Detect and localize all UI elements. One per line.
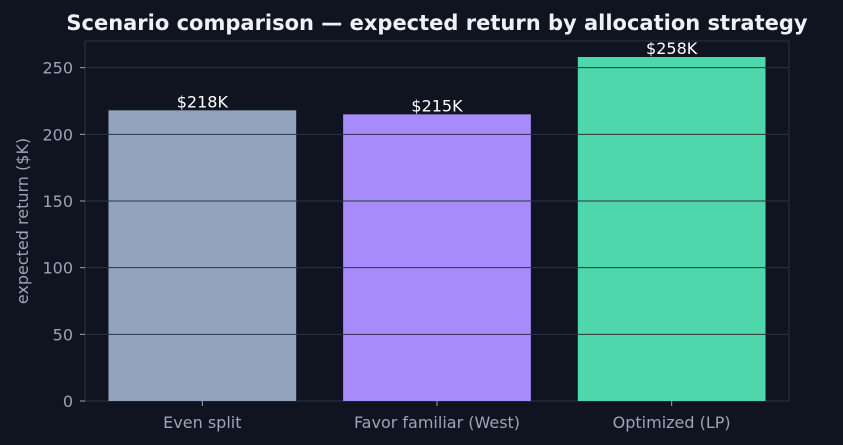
bar-2 bbox=[577, 57, 766, 401]
chart-title: Scenario comparison — expected return by… bbox=[66, 11, 808, 35]
bar-value-label-0: $218K bbox=[177, 92, 229, 111]
gridlines bbox=[85, 67, 789, 335]
y-tick-label-4: 200 bbox=[42, 125, 73, 144]
y-tick-label-5: 250 bbox=[42, 59, 73, 78]
y-tick-label-1: 50 bbox=[53, 325, 73, 344]
y-axis-ticks: 0 50 100 150 200 250 bbox=[42, 59, 85, 411]
bar-0 bbox=[108, 110, 297, 401]
y-tick-label-0: 0 bbox=[63, 392, 73, 411]
bar-value-labels: $218K $215K $258K bbox=[177, 39, 698, 115]
y-axis-label: expected return ($K) bbox=[13, 138, 32, 304]
x-axis-ticks: Even split Favor familiar (West) Optimized… bbox=[163, 401, 731, 432]
bar-value-label-2: $258K bbox=[646, 39, 698, 58]
x-tick-label-0: Even split bbox=[163, 413, 241, 432]
y-tick-label-2: 100 bbox=[42, 259, 73, 278]
bar-1 bbox=[343, 114, 531, 401]
bar-value-label-1: $215K bbox=[411, 96, 463, 115]
bars bbox=[108, 57, 766, 401]
y-tick-label-3: 150 bbox=[42, 192, 73, 211]
x-tick-label-2: Optimized (LP) bbox=[613, 413, 731, 432]
x-tick-label-1: Favor familiar (West) bbox=[354, 413, 520, 432]
